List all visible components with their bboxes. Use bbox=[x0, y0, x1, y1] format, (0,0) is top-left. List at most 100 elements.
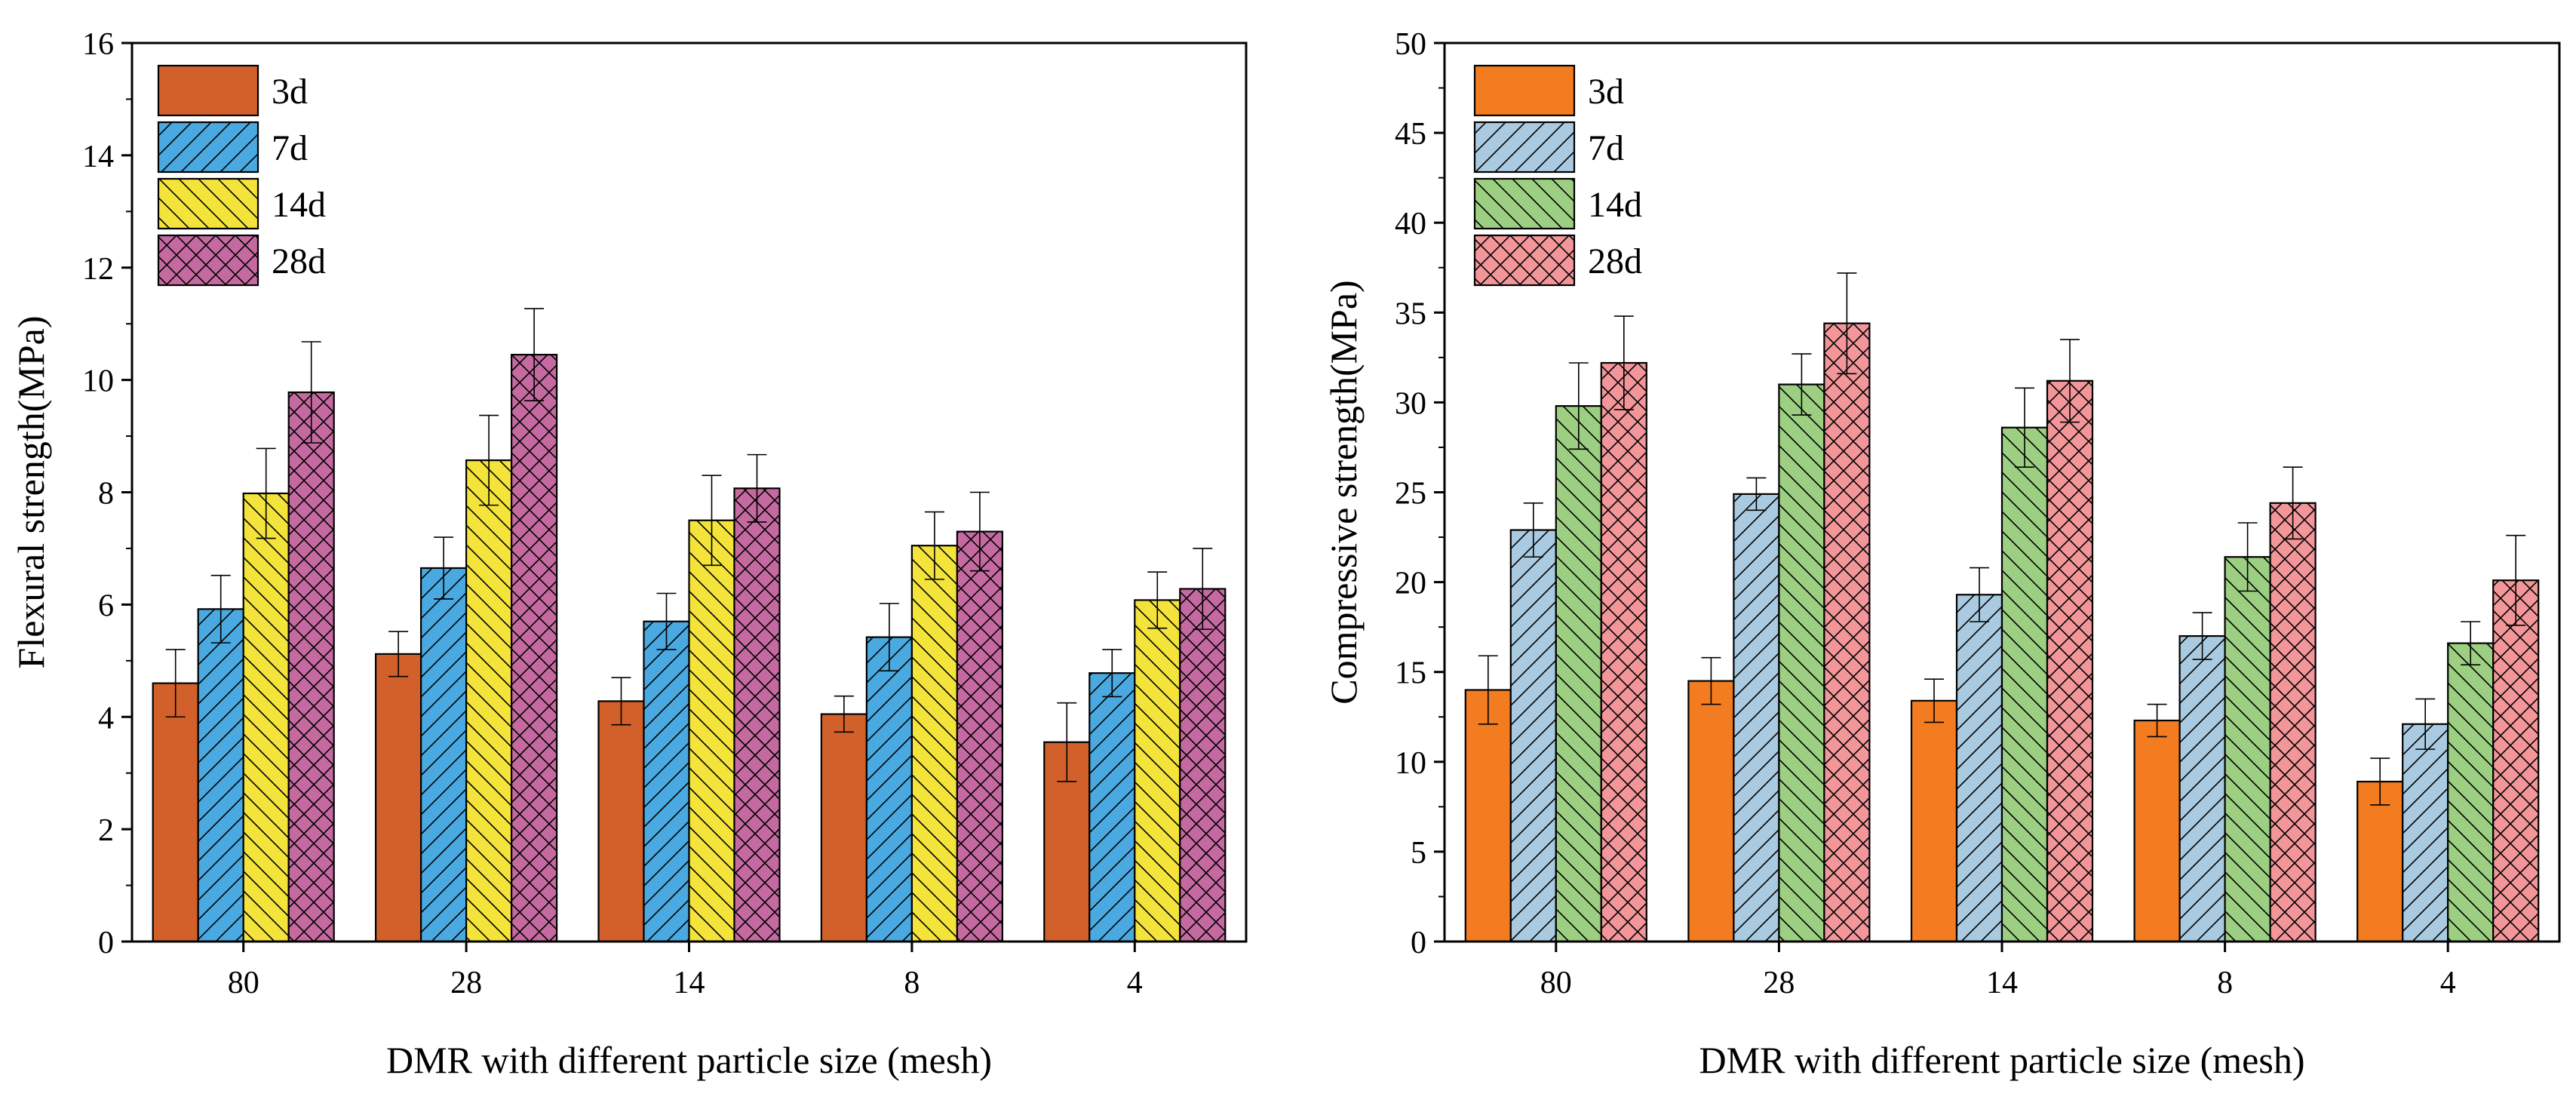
flexural-y-axis: 0 2 4 6 8 10 12 14 16 bbox=[82, 27, 132, 960]
y-tick-label: 4 bbox=[98, 701, 114, 736]
y-tick-label: 20 bbox=[1395, 567, 1426, 601]
x-tick-label: 28 bbox=[450, 966, 482, 1000]
compressive-legend: 3d 7d 14d 28d bbox=[1473, 64, 1642, 287]
y-tick-label: 16 bbox=[82, 27, 114, 62]
x-tick-label: 4 bbox=[2440, 966, 2456, 1000]
legend-swatch-7d bbox=[1473, 121, 1576, 174]
flexural-bars bbox=[152, 354, 1227, 943]
bar-28d-14 bbox=[2046, 379, 2094, 943]
bar-28d-4 bbox=[2492, 579, 2540, 943]
legend-label-3d: 3d bbox=[272, 72, 308, 112]
bar-7d-8 bbox=[865, 636, 913, 943]
y-tick-label: 45 bbox=[1395, 117, 1426, 152]
compressive-x-axis-title: DMR with different particle size (mesh) bbox=[1699, 1039, 2304, 1081]
bar-14d-4 bbox=[1134, 599, 1181, 943]
x-tick-label: 14 bbox=[1986, 966, 2018, 1000]
bar-14d-28 bbox=[465, 459, 513, 943]
y-tick-label: 5 bbox=[1411, 836, 1426, 871]
y-tick-label: 14 bbox=[82, 140, 114, 174]
flexural-legend: 3d 7d 14d 28d bbox=[157, 64, 326, 287]
bar-7d-14 bbox=[643, 620, 690, 943]
bar-3d-4 bbox=[1043, 741, 1091, 943]
bar-14d-28 bbox=[1778, 383, 1825, 943]
bar-28d-28 bbox=[510, 354, 558, 943]
x-tick-label: 80 bbox=[1540, 966, 1572, 1000]
bar-14d-8 bbox=[2224, 556, 2271, 943]
bar-3d-8 bbox=[2133, 719, 2181, 943]
flexural-error-bars bbox=[165, 308, 1213, 782]
legend-label-14d: 14d bbox=[272, 185, 326, 225]
bar-3d-80 bbox=[1464, 689, 1512, 943]
bar-14d-14 bbox=[2000, 426, 2049, 943]
bar-7d-28 bbox=[419, 567, 468, 943]
legend-swatch-3d bbox=[157, 64, 259, 117]
y-tick-label: 40 bbox=[1395, 207, 1426, 241]
flexural-x-axis: 80 28 14 8 4 bbox=[228, 942, 1143, 1000]
compressive-bars bbox=[1464, 322, 2540, 943]
legend-swatch-14d bbox=[1473, 177, 1576, 230]
bar-7d-4 bbox=[1088, 672, 1136, 943]
x-tick-label: 8 bbox=[904, 966, 920, 1000]
bar-14d-80 bbox=[1555, 405, 1602, 943]
y-tick-label: 15 bbox=[1395, 656, 1426, 691]
bar-28d-8 bbox=[2269, 502, 2317, 943]
bar-28d-14 bbox=[733, 487, 781, 943]
x-tick-label: 28 bbox=[1763, 966, 1795, 1000]
bar-14d-4 bbox=[2447, 642, 2495, 943]
bar-3d-80 bbox=[152, 682, 199, 943]
legend-label-3d: 3d bbox=[1588, 72, 1624, 112]
compressive-strength-chart: 0 5 10 15 20 25 30 35 40 45 50 80 28 14 8 4 3d 7d 14d 28d… bbox=[1322, 27, 2561, 1081]
y-tick-label: 8 bbox=[98, 477, 114, 512]
flexural-y-axis-title: Flexural strength(MPa) bbox=[10, 316, 52, 669]
legend-swatch-28d bbox=[1473, 234, 1576, 287]
bar-3d-14 bbox=[597, 700, 645, 943]
bar-14d-14 bbox=[688, 519, 735, 943]
legend-label-28d: 28d bbox=[1588, 241, 1642, 281]
y-tick-label: 12 bbox=[82, 252, 114, 287]
legend-label-7d: 7d bbox=[1588, 128, 1624, 168]
bar-3d-4 bbox=[2356, 780, 2404, 943]
y-tick-label: 30 bbox=[1395, 386, 1426, 421]
y-tick-label: 10 bbox=[82, 364, 114, 399]
bar-7d-4 bbox=[2402, 723, 2449, 943]
bar-3d-28 bbox=[375, 653, 422, 943]
bar-14d-8 bbox=[910, 545, 959, 943]
y-tick-label: 50 bbox=[1395, 27, 1426, 62]
legend-label-14d: 14d bbox=[1588, 185, 1642, 225]
bar-7d-80 bbox=[1509, 529, 1557, 943]
y-tick-label: 2 bbox=[98, 813, 114, 848]
bar-28d-28 bbox=[1823, 322, 1871, 943]
bar-7d-28 bbox=[1733, 493, 1780, 943]
compressive-y-axis: 0 5 10 15 20 25 30 35 40 45 50 bbox=[1395, 27, 1445, 960]
flexural-x-axis-title: DMR with different particle size (mesh) bbox=[386, 1039, 992, 1081]
bar-3d-8 bbox=[820, 713, 868, 943]
bar-28d-80 bbox=[287, 391, 335, 943]
bar-7d-80 bbox=[197, 608, 244, 943]
y-tick-label: 25 bbox=[1395, 477, 1426, 512]
legend-swatch-7d bbox=[157, 121, 259, 174]
y-tick-label: 35 bbox=[1395, 296, 1426, 331]
legend-label-7d: 7d bbox=[272, 128, 308, 168]
x-tick-label: 8 bbox=[2217, 966, 2233, 1000]
bar-7d-14 bbox=[1955, 594, 2003, 943]
x-tick-label: 4 bbox=[1127, 966, 1143, 1000]
y-tick-label: 10 bbox=[1395, 746, 1426, 781]
legend-swatch-14d bbox=[157, 177, 259, 230]
x-tick-label: 14 bbox=[674, 966, 705, 1000]
x-tick-label: 80 bbox=[228, 966, 259, 1000]
bar-28d-4 bbox=[1179, 588, 1227, 943]
y-tick-label: 0 bbox=[1411, 926, 1426, 960]
legend-swatch-3d bbox=[1473, 64, 1576, 117]
compressive-x-axis: 80 28 14 8 4 bbox=[1540, 942, 2456, 1000]
bar-28d-80 bbox=[1600, 361, 1647, 943]
flexural-strength-chart: 0 2 4 6 8 10 12 14 16 80 28 14 8 4 3d 7d 14d 28d Flexur… bbox=[10, 27, 1248, 1081]
bar-3d-14 bbox=[1910, 699, 1958, 943]
compressive-error-bars bbox=[1478, 272, 2526, 806]
legend-swatch-28d bbox=[157, 234, 259, 287]
bar-28d-8 bbox=[956, 530, 1004, 943]
compressive-y-axis-title: Compressive strength(MPa) bbox=[1322, 280, 1365, 704]
bar-7d-8 bbox=[2178, 634, 2226, 943]
legend-label-28d: 28d bbox=[272, 241, 326, 281]
y-tick-label: 0 bbox=[98, 926, 114, 960]
